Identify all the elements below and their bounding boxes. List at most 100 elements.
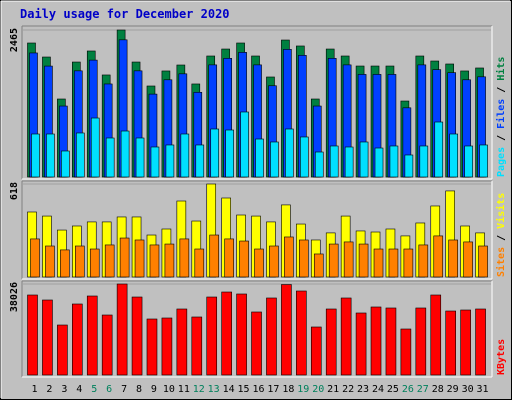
bar: [460, 309, 471, 376]
bar: [45, 245, 55, 278]
bar: [448, 239, 458, 278]
bar: [195, 144, 205, 178]
x-tick-label: 12: [193, 384, 205, 395]
x-tick-label: 5: [91, 384, 97, 395]
bar: [60, 249, 70, 278]
bar: [370, 306, 382, 376]
bar: [299, 239, 309, 278]
bar: [116, 283, 128, 376]
x-tick-label: 16: [252, 384, 264, 395]
legend-separator: /: [496, 229, 507, 247]
bar: [206, 296, 218, 376]
legend-separator: /: [496, 129, 507, 147]
bar: [328, 243, 339, 278]
x-tick-label: 27: [417, 384, 429, 395]
x-tick-label: 20: [312, 384, 324, 395]
x-tick-label: 22: [342, 384, 354, 395]
bar: [239, 240, 249, 278]
bar: [131, 296, 143, 376]
bar: [478, 245, 488, 278]
bar: [310, 326, 322, 376]
bar: [281, 284, 292, 376]
x-tick-label: 7: [121, 384, 127, 395]
legend-label: Sites: [495, 247, 507, 277]
bar: [329, 145, 339, 178]
bar: [373, 248, 384, 278]
bar: [296, 290, 307, 376]
bar: [325, 308, 337, 376]
bar: [415, 307, 427, 376]
legend-separator: /: [496, 81, 507, 99]
x-tick-label: 13: [208, 384, 220, 395]
bar: [31, 133, 40, 178]
x-tick-label: 17: [267, 384, 279, 395]
bar: [75, 245, 85, 278]
bar: [236, 293, 247, 376]
bar: [46, 133, 55, 178]
bar: [400, 328, 412, 376]
x-tick-label: 15: [238, 384, 250, 395]
bar: [388, 248, 399, 278]
x-tick-label: 9: [151, 384, 157, 395]
bar: [389, 145, 399, 178]
bar: [221, 291, 232, 376]
y-max-label: 2465: [9, 28, 20, 52]
bar: [254, 248, 264, 278]
bar: [266, 297, 277, 376]
bar: [419, 145, 429, 178]
bar: [464, 145, 473, 178]
legend: Sites / Visits: [495, 193, 507, 277]
bar: [433, 235, 444, 278]
bar: [150, 146, 160, 178]
bar: [146, 318, 158, 376]
bar: [434, 121, 444, 178]
bar: [161, 317, 173, 376]
bar: [224, 238, 234, 278]
bar: [57, 324, 68, 376]
bar: [251, 311, 262, 376]
legend-label: KBytes: [496, 339, 507, 375]
bar: [285, 128, 294, 178]
bar: [164, 243, 175, 278]
x-tick-label: 18: [282, 384, 294, 395]
bar: [404, 154, 414, 178]
bar: [343, 241, 354, 278]
bar: [61, 150, 70, 178]
bar: [76, 132, 85, 178]
x-tick-label: 14: [223, 384, 235, 395]
bar: [355, 312, 367, 376]
x-tick-label: 8: [136, 384, 142, 395]
x-tick-label: 3: [61, 384, 67, 395]
bar: [27, 294, 38, 376]
bar: [449, 133, 458, 178]
bar: [179, 238, 190, 278]
bar: [344, 146, 354, 178]
bar: [313, 253, 324, 278]
bar: [101, 314, 113, 376]
x-tick-label: 30: [462, 384, 474, 395]
bar: [225, 129, 234, 178]
bar: [176, 308, 188, 376]
bar: [463, 241, 473, 278]
y-max-label: 618: [9, 182, 20, 200]
x-tick-label: 10: [163, 384, 175, 395]
y-max-label: 38026: [9, 282, 20, 312]
bar: [403, 248, 414, 278]
bar: [180, 133, 190, 178]
bar: [300, 136, 309, 178]
x-tick-label: 25: [387, 384, 399, 395]
bar: [191, 316, 203, 376]
bar: [72, 303, 83, 376]
bar: [104, 244, 115, 278]
legend: Pages / Files / Hits: [495, 57, 507, 177]
bar: [119, 237, 130, 278]
chart-title: Daily usage for December 2020: [20, 7, 230, 21]
bar: [445, 310, 456, 376]
bar: [86, 295, 98, 376]
bar: [165, 144, 175, 178]
bar: [418, 244, 429, 278]
bar: [269, 245, 279, 278]
x-tick-label: 23: [357, 384, 369, 395]
x-tick-label: 29: [447, 384, 459, 395]
